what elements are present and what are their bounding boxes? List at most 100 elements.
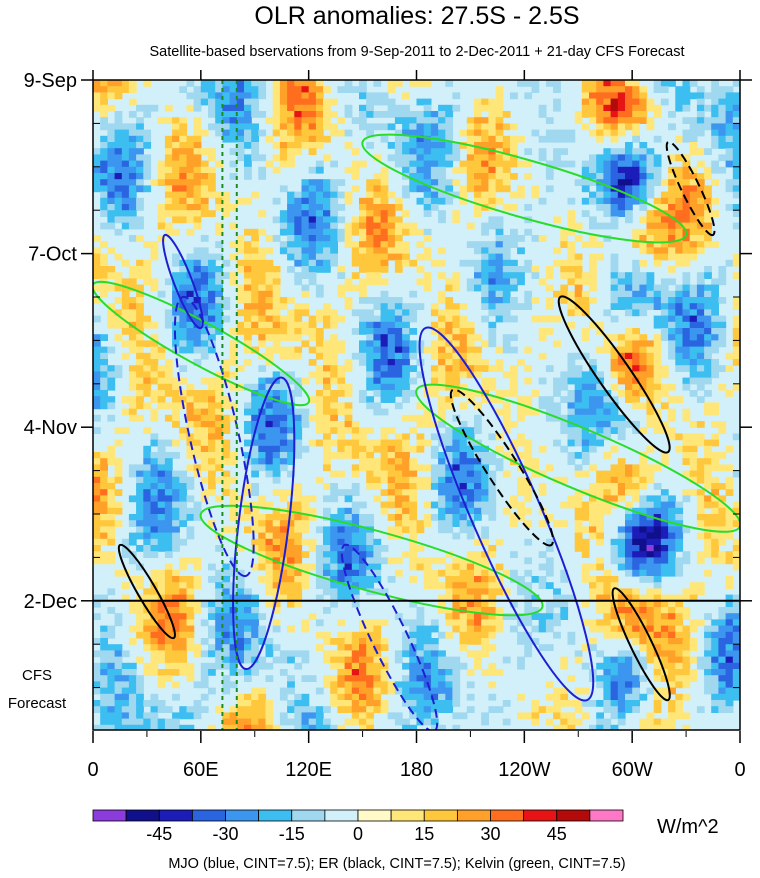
olr-cell [732, 514, 740, 521]
olr-cell [186, 507, 195, 515]
olr-cell [488, 321, 497, 329]
olr-cell [186, 80, 195, 87]
olr-cell [445, 154, 454, 162]
olr-cell [164, 179, 173, 186]
olr-cell [136, 489, 144, 496]
olr-cell [466, 222, 475, 230]
olr-cell [610, 576, 619, 583]
olr-cell [409, 123, 418, 131]
olr-cell [236, 197, 245, 205]
olr-cell [502, 272, 511, 279]
olr-cell [660, 421, 669, 428]
olr-cell [617, 80, 626, 87]
olr-cell [660, 179, 669, 186]
olr-cell [172, 514, 180, 521]
olr-cell [172, 489, 180, 496]
olr-cell [244, 483, 252, 490]
olr-cell [394, 433, 403, 441]
olr-cell [646, 235, 655, 242]
olr-cell [438, 371, 446, 379]
olr-cell [531, 470, 540, 478]
olr-cell [200, 303, 209, 310]
olr-cell [215, 98, 223, 106]
olr-cell [696, 104, 705, 112]
olr-cell [732, 545, 740, 552]
olr-cell [380, 197, 389, 205]
olr-cell [150, 638, 159, 645]
olr-cell [323, 86, 331, 93]
olr-cell [574, 111, 583, 118]
olr-cell [258, 365, 267, 372]
olr-cell [387, 445, 396, 453]
olr-cell [689, 439, 698, 447]
olr-cell [107, 625, 116, 633]
olr-cell [301, 290, 310, 298]
olr-cell [107, 458, 116, 465]
olr-cell [430, 303, 439, 310]
olr-cell [143, 507, 152, 515]
olr-cell [696, 241, 705, 248]
olr-cell [279, 98, 288, 106]
olr-cell [711, 284, 719, 292]
olr-cell [200, 129, 209, 137]
olr-cell [200, 284, 209, 292]
olr-cell [279, 92, 288, 100]
olr-cell [574, 235, 583, 242]
olr-cell [136, 545, 144, 552]
olr-cell [696, 160, 705, 168]
olr-cell [668, 607, 676, 614]
olr-cell [725, 514, 734, 521]
olr-cell [114, 278, 123, 286]
olr-cell [459, 365, 468, 372]
olr-cell [402, 476, 410, 484]
olr-cell [632, 383, 640, 391]
olr-cell [301, 247, 310, 255]
olr-cell [222, 458, 231, 465]
olr-cell [337, 290, 346, 298]
olr-cell [394, 142, 403, 149]
olr-cell [351, 421, 360, 428]
olr-cell [172, 576, 180, 583]
olr-cell [380, 98, 389, 106]
olr-cell [272, 303, 281, 310]
olr-cell [545, 582, 554, 589]
olr-cell [632, 235, 640, 242]
olr-cell [330, 489, 338, 496]
olr-cell [725, 390, 734, 397]
olr-cell [675, 514, 684, 521]
olr-cell [100, 117, 108, 124]
olr-cell [287, 545, 295, 552]
olr-cell [632, 241, 640, 248]
olr-cell [366, 402, 374, 410]
olr-cell [128, 148, 137, 155]
olr-cell [128, 297, 137, 304]
olr-cell [373, 154, 382, 162]
olr-cell [474, 359, 482, 366]
olr-cell [244, 241, 252, 248]
olr-cell [301, 142, 310, 149]
olr-cell [711, 303, 719, 310]
olr-cell [517, 235, 525, 242]
olr-cell [157, 352, 166, 360]
olr-cell [294, 86, 303, 93]
olr-cell [625, 538, 633, 546]
olr-cell [545, 557, 554, 565]
olr-cell [675, 191, 684, 199]
olr-cell [675, 445, 684, 453]
olr-cell [344, 86, 353, 93]
olr-cell [258, 545, 267, 552]
olr-cell [100, 173, 108, 180]
olr-cell [93, 545, 101, 552]
olr-cell [301, 421, 310, 428]
olr-cell [193, 433, 202, 441]
olr-cell [107, 266, 116, 273]
olr-cell [93, 185, 101, 193]
olr-cell [272, 377, 281, 385]
olr-cell [581, 600, 590, 608]
olr-cell [373, 638, 382, 645]
olr-cell [416, 526, 425, 534]
olr-cell [315, 396, 324, 403]
olr-cell [653, 204, 662, 211]
olr-cell [164, 476, 173, 484]
olr-cell [136, 514, 144, 521]
